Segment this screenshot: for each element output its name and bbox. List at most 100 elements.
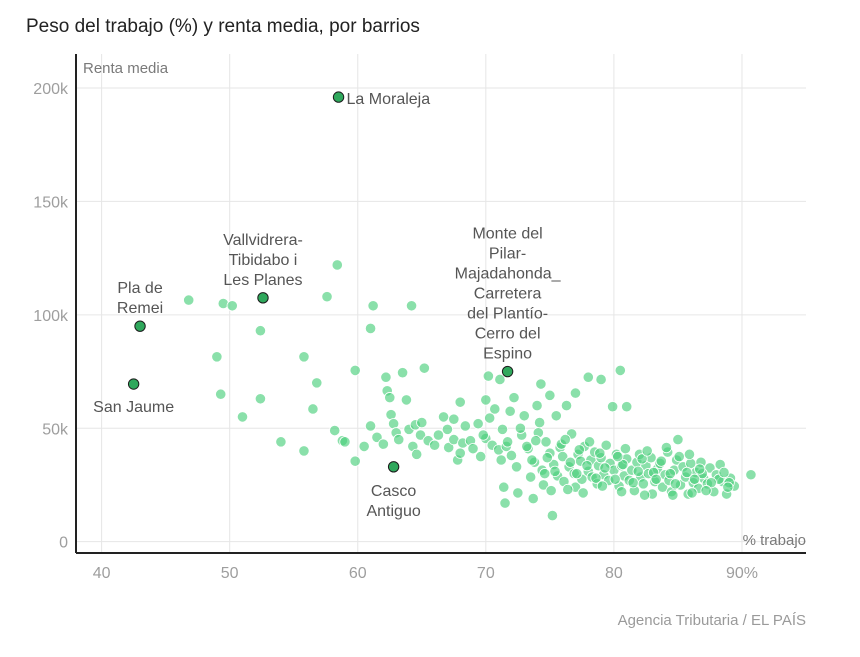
data-point	[512, 487, 524, 499]
data-point	[443, 441, 455, 454]
data-point	[559, 433, 571, 446]
data-point	[495, 454, 507, 466]
data-point	[545, 485, 557, 497]
data-point	[454, 447, 466, 459]
data-point	[531, 399, 543, 412]
data-point	[562, 483, 574, 496]
data-point	[664, 468, 676, 480]
data-point	[537, 479, 550, 491]
y-tick-label: 200k	[33, 81, 69, 98]
highlighted-point	[257, 292, 269, 304]
x-axis-label: % trabajo	[743, 532, 806, 549]
data-point	[539, 468, 551, 480]
data-point	[489, 403, 501, 415]
data-point	[437, 411, 450, 423]
data-point	[275, 436, 287, 448]
data-point	[700, 485, 712, 497]
data-point	[615, 486, 628, 498]
data-point	[627, 477, 639, 489]
data-point	[745, 469, 757, 481]
data-point	[428, 439, 441, 451]
data-point	[656, 481, 669, 493]
data-point	[331, 259, 343, 271]
data-point	[371, 431, 383, 443]
data-point	[454, 396, 466, 408]
data-point	[484, 412, 496, 424]
data-point	[607, 401, 619, 413]
data-point	[534, 416, 546, 429]
data-point	[518, 410, 530, 422]
data-point	[569, 387, 582, 399]
data-point	[477, 429, 489, 441]
data-point	[636, 453, 648, 465]
y-tick-label: 0	[59, 535, 68, 552]
y-tick-label: 50k	[42, 421, 69, 438]
data-point	[416, 416, 428, 429]
data-point	[349, 455, 361, 467]
data-point	[377, 438, 389, 450]
data-point	[564, 456, 576, 468]
data-point	[583, 436, 596, 448]
data-point	[400, 394, 413, 406]
data-point	[595, 373, 607, 386]
data-point	[226, 300, 238, 312]
point-annotation: Vallvidrera-Tibidabo i Les Planes	[223, 232, 303, 289]
data-point	[619, 443, 632, 455]
data-point	[504, 405, 516, 417]
data-point	[582, 371, 594, 383]
source-credit: Agencia Tributaria / EL PAÍS	[617, 612, 806, 629]
data-point	[527, 492, 539, 505]
data-point	[550, 410, 562, 422]
data-point	[560, 399, 573, 412]
data-point	[475, 451, 487, 463]
data-point	[321, 291, 333, 303]
data-point	[525, 471, 537, 483]
data-point	[448, 413, 460, 425]
data-point	[617, 458, 629, 471]
data-point	[405, 300, 418, 312]
data-point	[681, 466, 693, 479]
data-point	[494, 373, 506, 386]
data-point	[441, 423, 454, 435]
data-point	[514, 422, 527, 434]
data-point	[498, 481, 510, 493]
data-point	[650, 473, 662, 485]
data-point	[590, 472, 602, 484]
data-point	[667, 489, 679, 501]
data-point	[557, 451, 569, 463]
highlighted-point	[501, 365, 514, 378]
data-point	[722, 481, 734, 493]
highlighted-point	[387, 461, 400, 473]
point-annotation: La Moraleja	[347, 91, 431, 108]
data-point	[614, 364, 626, 377]
chart-title: Peso del trabajo (%) y renta media, por …	[26, 16, 420, 37]
data-point	[672, 433, 684, 446]
x-tick-label: 90%	[726, 565, 758, 582]
y-tick-label: 100k	[33, 308, 69, 325]
data-point	[329, 424, 341, 437]
y-axis-label: Renta media	[83, 60, 169, 77]
data-point	[183, 294, 195, 306]
data-point	[215, 388, 227, 400]
x-tick-label: 50	[221, 565, 239, 582]
point-annotation: San Jaume	[93, 399, 174, 416]
data-point	[211, 351, 223, 363]
data-point	[641, 445, 653, 457]
data-point	[571, 468, 583, 480]
data-point	[459, 420, 471, 432]
data-point	[655, 455, 667, 467]
data-point	[298, 351, 310, 363]
data-point	[594, 447, 606, 459]
data-point	[414, 429, 427, 441]
data-point	[510, 461, 523, 473]
data-point	[660, 441, 673, 454]
data-point	[482, 370, 494, 382]
data-point	[480, 394, 492, 406]
data-point	[307, 403, 319, 415]
data-point	[718, 466, 730, 479]
data-point	[683, 448, 696, 460]
data-point	[508, 392, 520, 404]
point-annotation: Pla de Remei	[117, 280, 163, 317]
